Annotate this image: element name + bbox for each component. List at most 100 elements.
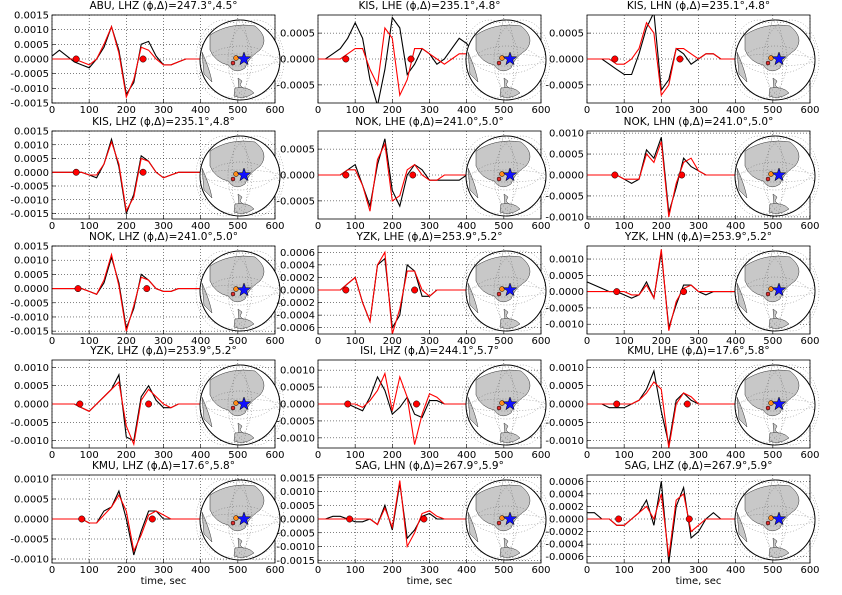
pick-marker [615, 515, 623, 523]
graticule [199, 513, 281, 527]
graticule [465, 284, 547, 298]
station [496, 405, 502, 411]
x-tick-label: 0 [315, 221, 321, 232]
land [467, 396, 479, 428]
land [768, 432, 790, 443]
waveform [318, 26, 482, 98]
waveform [318, 141, 482, 212]
y-tick-label: 0.0000 [280, 400, 315, 411]
y-tick-label: 0.0010 [14, 475, 49, 486]
y-tick-label: -0.0006 [545, 552, 584, 563]
graticule [766, 364, 784, 446]
y-tick-label: 0.0000 [280, 515, 315, 526]
graticule [199, 169, 281, 183]
pick-marker [74, 285, 82, 293]
land [499, 318, 521, 329]
station [768, 286, 774, 292]
x-tick-label: 200 [383, 105, 402, 116]
x-tick-label: 500 [763, 221, 782, 232]
waveform [587, 21, 751, 97]
graticule [465, 45, 547, 99]
panel-title: KIS, LHN (ϕ,Δ)=235.1°,4.8° [627, 0, 770, 12]
graticule [195, 250, 253, 332]
graticule [461, 250, 519, 332]
x-tick-label: 400 [191, 565, 210, 576]
land [475, 24, 531, 72]
land [736, 511, 748, 543]
globe-inset [461, 479, 551, 561]
land [744, 24, 800, 72]
y-tick-label: -0.0005 [545, 303, 584, 314]
pick-marker [409, 171, 417, 179]
station [768, 171, 774, 177]
land [475, 255, 531, 303]
x-tick-label: 400 [457, 450, 476, 461]
land [237, 77, 244, 90]
y-tick-label: 0.0010 [549, 129, 584, 140]
y-tick-label: 0.0002 [280, 273, 315, 284]
epicenter-star [236, 511, 252, 526]
station [496, 176, 502, 182]
station [496, 291, 502, 297]
graticule [730, 19, 788, 101]
x-tick-label: 0 [49, 221, 55, 232]
graticule [199, 505, 281, 559]
y-tick-label: 0.0015 [14, 11, 49, 22]
globe-inset [730, 364, 820, 446]
land [499, 432, 521, 443]
x-tick-label: 0 [49, 105, 55, 116]
graticule [734, 366, 816, 420]
land [772, 537, 779, 550]
x-tick-label: 100 [615, 336, 634, 347]
station [499, 400, 505, 406]
x-tick-label: 300 [420, 221, 439, 232]
panel-title: KMU, LHE (ϕ,Δ)=17.6°,5.8° [627, 345, 769, 357]
land [233, 318, 255, 329]
x-tick-label: 300 [420, 105, 439, 116]
land [503, 77, 510, 90]
y-tick-label: -0.0015 [276, 556, 315, 567]
x-tick-label: 100 [615, 450, 634, 461]
x-tick-label: 500 [494, 450, 513, 461]
x-tick-label: 100 [615, 105, 634, 116]
station [496, 520, 502, 526]
graticule [734, 481, 816, 535]
epicenter-star [236, 396, 252, 411]
y-tick-label: -0.0010 [10, 195, 49, 206]
globe-inset [195, 364, 285, 446]
graticule [497, 250, 515, 332]
y-tick-label: -0.0005 [10, 535, 49, 546]
x-tick-label: 200 [652, 336, 671, 347]
y-tick-label: 0.0006 [280, 248, 315, 259]
graticule [195, 479, 253, 561]
land [499, 547, 521, 558]
land [503, 193, 510, 206]
land [233, 203, 255, 214]
station [499, 55, 505, 61]
y-tick-label: 0.0000 [549, 400, 584, 411]
y-tick-label: 0.0006 [549, 477, 584, 488]
land [475, 484, 531, 532]
pick-marker [611, 171, 619, 179]
y-tick-label: 0.0005 [549, 271, 584, 282]
graticule [493, 479, 551, 561]
y-tick-label: 0.0004 [280, 260, 315, 271]
x-axis-label: time, sec [676, 576, 722, 587]
graticule [766, 19, 784, 101]
y-tick-label: -0.0005 [545, 80, 584, 91]
land [209, 484, 265, 532]
land [772, 308, 779, 321]
graticule [493, 19, 551, 101]
graticule [497, 19, 515, 101]
land [768, 318, 790, 329]
x-tick-label: 200 [383, 336, 402, 347]
x-tick-label: 0 [584, 336, 590, 347]
graticule [730, 479, 788, 561]
x-tick-label: 200 [383, 450, 402, 461]
y-tick-label: -0.0005 [10, 69, 49, 80]
land [768, 87, 790, 98]
graticule [465, 169, 547, 183]
epicenter-star [502, 51, 518, 66]
y-tick-label: 0.0005 [549, 381, 584, 392]
x-tick-label: 400 [191, 221, 210, 232]
